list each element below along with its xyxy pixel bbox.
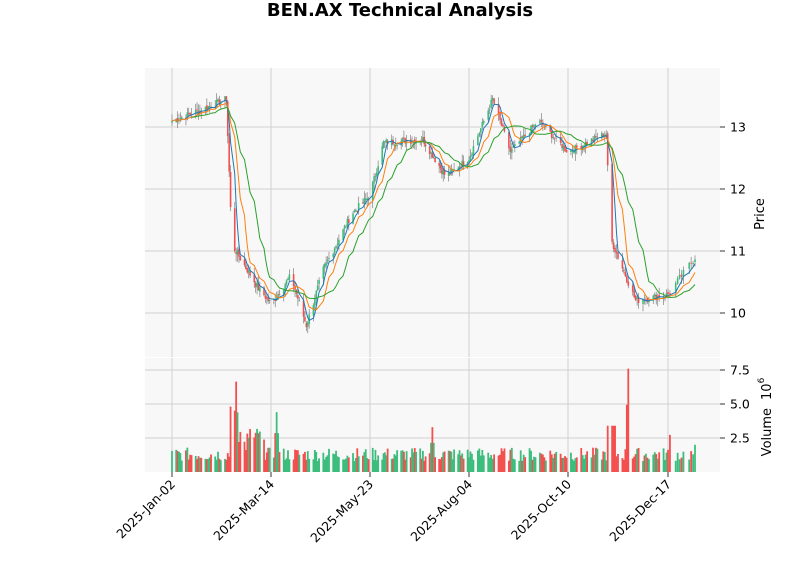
svg-text:5.0: 5.0 — [730, 397, 750, 412]
price-axis-label: Price — [753, 198, 768, 230]
volume-bars — [171, 368, 696, 472]
svg-text:2025-Mar-14: 2025-Mar-14 — [210, 476, 277, 543]
svg-text:10: 10 — [730, 306, 746, 321]
svg-text:12: 12 — [730, 182, 746, 197]
svg-text:2025-Dec-17: 2025-Dec-17 — [606, 477, 674, 545]
x-axis-ticks: 2025-Jan-02 2025-Mar-14 2025-May-23 2025-Au… — [113, 472, 674, 545]
svg-text:11: 11 — [730, 244, 746, 259]
svg-text:Volume106: Volume106 — [757, 377, 775, 456]
svg-text:7.5: 7.5 — [730, 363, 750, 378]
svg-text:2025-May-23: 2025-May-23 — [307, 477, 376, 546]
svg-text:13: 13 — [730, 120, 746, 135]
svg-text:2025-Aug-04: 2025-Aug-04 — [407, 476, 475, 544]
price-panel — [145, 68, 720, 357]
svg-text:2025-Oct-10: 2025-Oct-10 — [508, 476, 574, 542]
svg-text:2025-Jan-02: 2025-Jan-02 — [113, 477, 178, 542]
grid-lines — [145, 68, 720, 472]
chart-title: BEN.AX Technical Analysis — [266, 0, 534, 21]
volume-axis-label: Volume106 — [757, 377, 775, 456]
svg-text:2.5: 2.5 — [730, 431, 750, 446]
y-axis-ticks: 10 11 12 13 2.5 5.0 7.5 — [720, 120, 750, 446]
moving-average-lines — [171, 99, 696, 322]
